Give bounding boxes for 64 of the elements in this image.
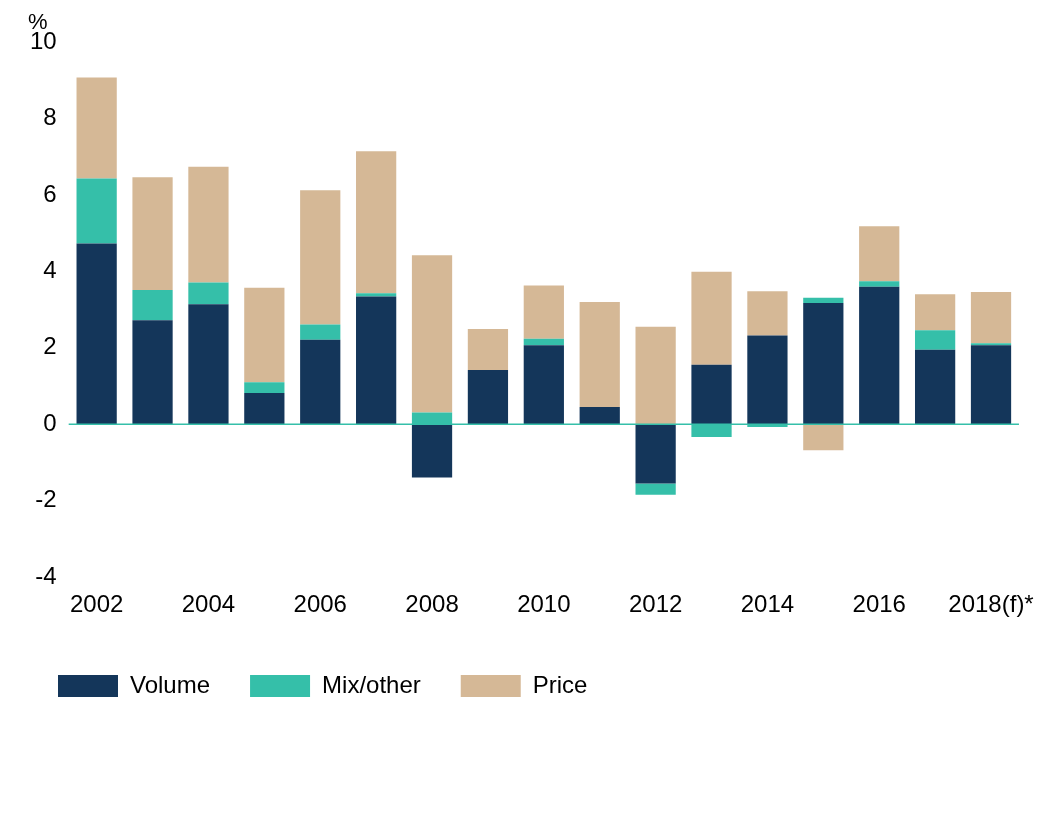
bar: [467, 329, 509, 370]
bar: [914, 330, 956, 350]
bar: [76, 243, 117, 425]
y-tick-label: 8: [43, 103, 57, 131]
x-tick-label: 2006: [293, 590, 347, 618]
bar: [914, 294, 956, 331]
bar: [188, 304, 229, 425]
bar: [579, 407, 620, 425]
bar: [914, 349, 956, 425]
bar: [411, 255, 453, 413]
bar: [523, 338, 564, 346]
bar: [356, 151, 397, 294]
bar: [579, 301, 620, 408]
bar: [132, 177, 173, 291]
x-tick-label: 2012: [628, 590, 683, 618]
bar: [970, 292, 1012, 344]
bar: [859, 286, 900, 425]
bar: [859, 226, 900, 282]
bar: [635, 424, 676, 484]
bar: [356, 296, 397, 425]
bar: [188, 166, 229, 283]
y-tick-label: -2: [35, 485, 57, 513]
bar: [467, 370, 509, 425]
bar: [747, 291, 788, 336]
bar: [691, 271, 732, 365]
bar: [803, 303, 844, 425]
bar: [300, 190, 341, 325]
bar: [132, 320, 173, 425]
bar: [300, 339, 341, 425]
bar: [411, 424, 453, 478]
bar: [803, 424, 844, 451]
bar: [859, 281, 900, 287]
y-tick-label: 6: [43, 179, 57, 207]
y-tick-label: 4: [43, 256, 57, 283]
bar: [356, 293, 397, 297]
y-tick-label: 2: [43, 332, 57, 360]
bar: [635, 326, 676, 425]
legend-label: Volume: [130, 670, 211, 698]
bar: [76, 178, 117, 244]
legend-label: Mix/other: [322, 670, 421, 698]
x-tick-label: 2004: [181, 590, 236, 618]
bar: [970, 345, 1012, 425]
bar: [691, 364, 732, 425]
bar: [803, 297, 844, 304]
x-tick-label: 2016: [852, 590, 906, 618]
bar: [244, 392, 285, 425]
bar: [523, 285, 564, 339]
bar: [244, 382, 285, 393]
x-tick-label: 2008: [405, 590, 459, 618]
bar: [132, 290, 173, 321]
x-tick-label: 2018(f)*: [948, 590, 1034, 618]
x-tick-label: 2010: [517, 590, 571, 618]
x-tick-label: 2002: [69, 590, 124, 618]
bar: [244, 287, 285, 383]
x-tick-label: 2014: [740, 590, 795, 618]
y-tick-label: -4: [35, 561, 57, 589]
bar: [76, 77, 117, 179]
bar: [635, 483, 676, 495]
bar: [523, 345, 564, 425]
bar: [188, 282, 229, 305]
y-tick-label: 0: [43, 408, 57, 436]
bar: [300, 324, 341, 340]
bar: [747, 335, 788, 425]
legend-label: Price: [532, 670, 588, 698]
